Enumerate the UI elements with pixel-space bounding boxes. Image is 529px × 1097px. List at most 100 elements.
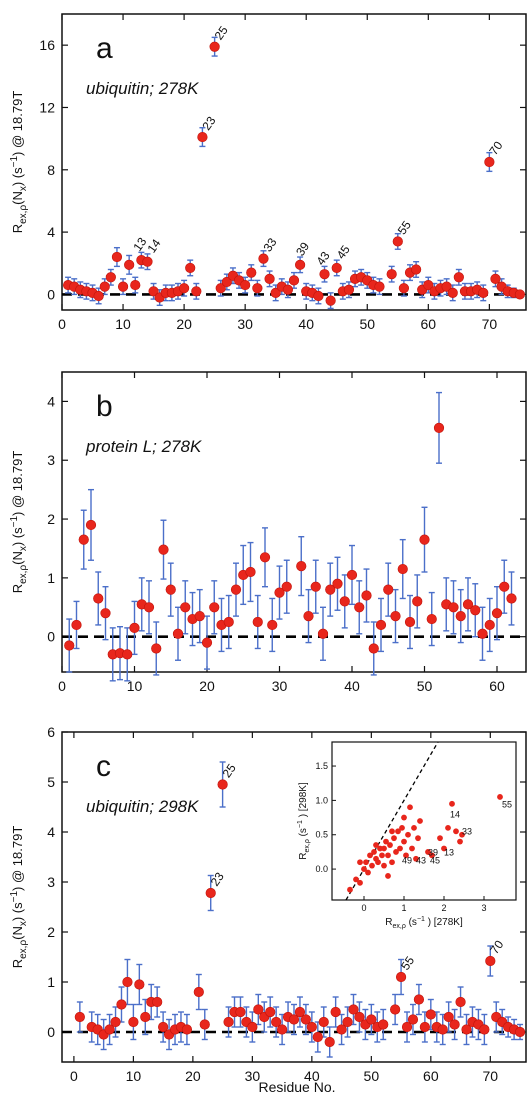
data-point [343, 284, 355, 295]
data-point [78, 534, 89, 545]
inset-data-point [411, 824, 417, 831]
data-point [441, 281, 452, 292]
data-point [71, 619, 82, 631]
y-axis-label-part: ) @ 18.79T [10, 451, 25, 516]
data-point [346, 569, 358, 581]
inset-data-point [375, 859, 381, 866]
inset-data-point [357, 879, 363, 886]
data-point [401, 1021, 413, 1033]
data-point [375, 619, 387, 631]
data-point [310, 581, 321, 592]
data-point [100, 608, 111, 619]
data-point [172, 628, 184, 639]
inset-data-point [459, 831, 465, 838]
data-point [85, 519, 97, 531]
x-tick-label: 70 [483, 1068, 499, 1084]
data-point [277, 1024, 288, 1035]
data-point [443, 1011, 454, 1023]
data-point [252, 616, 263, 628]
inset-data-point [357, 859, 363, 866]
data-point [223, 1016, 234, 1028]
data-point [490, 273, 501, 284]
x-tick-label: 50 [364, 1068, 380, 1084]
data-point [361, 590, 372, 601]
data-point [324, 1036, 335, 1048]
y-tick-label: 1 [47, 570, 55, 586]
data-point [413, 994, 425, 1005]
inset-data-point [347, 886, 353, 893]
inset-data-point [367, 852, 373, 859]
data-point [217, 779, 228, 790]
data-point [306, 1021, 317, 1033]
data-point [246, 267, 257, 278]
data-point [223, 616, 234, 628]
inset-y-tick-label: 0.5 [315, 830, 328, 840]
data-point [93, 290, 104, 302]
y-tick-label: 6 [47, 724, 55, 740]
panel-condition-label: ubiquitin; 298K [86, 797, 199, 816]
inset-data-point [457, 838, 463, 845]
panel-b: 0 10 20 30 40 50 60 0 1 2 3 4 Rex,ρ(Nx) (s−1) @ 18.7… [9, 371, 527, 694]
inset-data-point [379, 852, 385, 859]
y-tick-label: 0 [47, 1024, 55, 1040]
data-point [185, 262, 196, 274]
inset-data-point [425, 849, 431, 855]
data-point [247, 1021, 258, 1033]
panel-letter: b [96, 390, 113, 423]
inset-y-axis-label: Rex,ρ (s−1 ) [298K] [297, 782, 311, 860]
inset-data-point [395, 828, 401, 835]
panel-condition-label: ubiquitin; 278K [86, 79, 199, 98]
panel-letter: a [96, 32, 113, 65]
data-point [122, 649, 133, 660]
inset-y-tick-label: 1.0 [315, 795, 328, 805]
inset-data-point [353, 876, 359, 883]
x-tick-label: 60 [423, 1068, 439, 1084]
inset-data-point [361, 866, 367, 872]
data-point [267, 619, 278, 631]
inset-data-point [399, 824, 405, 831]
data-point [470, 605, 481, 616]
data-point [122, 976, 133, 988]
inset-data-point [365, 869, 371, 876]
inset-x-tick-label: 2 [441, 903, 446, 913]
data-point [93, 593, 104, 604]
inset-data-point [449, 800, 455, 807]
inset-identity-line [345, 741, 439, 901]
data-point [128, 1016, 139, 1028]
data-point [319, 269, 330, 280]
inset-data-point [393, 849, 399, 855]
inset-data-point [381, 862, 387, 869]
data-point [332, 578, 343, 589]
data-point [105, 272, 116, 283]
x-tick-label: 10 [115, 316, 131, 332]
data-point [392, 236, 403, 247]
x-tick-label: 70 [482, 316, 498, 332]
y-tick-label: 0 [47, 629, 55, 645]
data-point [390, 1004, 401, 1015]
inset-y-axis-label-part: −1 [297, 820, 304, 828]
data-point [426, 613, 437, 625]
y-tick-label: 4 [47, 393, 55, 409]
y-tick-label: 4 [47, 224, 55, 240]
data-point [194, 611, 205, 622]
data-point [180, 602, 191, 613]
x-axis-label: Residue No. [258, 1079, 335, 1095]
data-point [271, 1016, 282, 1028]
residue-label: 39 [293, 239, 312, 258]
inset-data-point [397, 845, 403, 852]
data-point [193, 986, 204, 998]
data-point [197, 131, 208, 143]
plot-frame [61, 371, 527, 673]
x-tick-label: 0 [70, 1068, 78, 1084]
data-point [221, 276, 232, 288]
y-axis-label-part: ) (s [10, 527, 25, 546]
inset-data-point [371, 849, 377, 855]
data-point [412, 596, 423, 607]
x-tick-label: 20 [176, 316, 192, 332]
inset-point-label: 49 [402, 856, 412, 866]
plot-frame [61, 731, 527, 1063]
inset-x-axis-label: Rex,ρ (s−1 ) [278K] [385, 916, 463, 930]
inset-x-axis-label-part: R [385, 917, 392, 928]
y-tick-label: 0 [47, 286, 55, 302]
